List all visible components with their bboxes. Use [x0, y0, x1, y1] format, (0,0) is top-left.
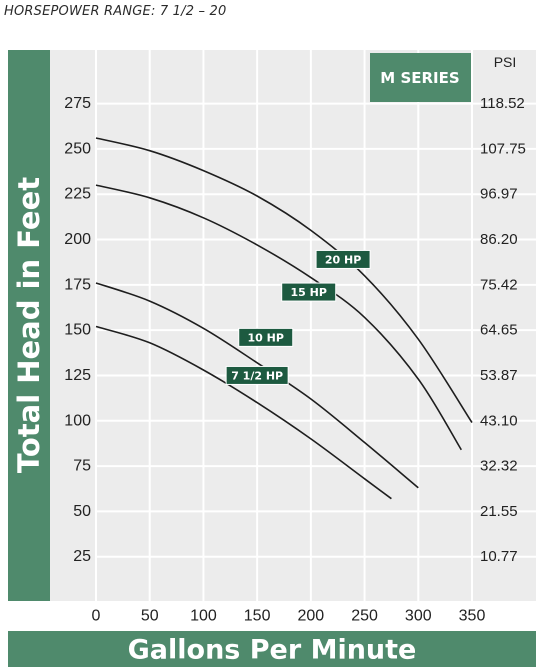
series-label: 10 HP [248, 331, 284, 344]
psi-axis-label: PSI [494, 54, 517, 70]
series-label-box [281, 282, 337, 302]
y-tick-label: 175 [64, 276, 91, 293]
y-tick-label: 200 [64, 231, 91, 248]
x-tick-label: 200 [298, 608, 325, 625]
plot-area [50, 50, 536, 601]
series-badge [370, 53, 471, 102]
series-label: 7 1/2 HP [231, 369, 283, 382]
series-label-box [225, 365, 289, 385]
horsepower-range-title: HORSEPOWER RANGE: 7 1/2 – 20 [4, 4, 227, 19]
series-label-box [315, 249, 371, 269]
y-tick-label: 25 [73, 548, 91, 565]
series-label: 20 HP [325, 253, 361, 266]
x-axis-title: Gallons Per Minute [128, 635, 417, 666]
psi-tick-label: 96.97 [480, 186, 518, 203]
psi-tick-label: 32.32 [480, 458, 518, 475]
y-tick-label: 225 [64, 186, 91, 203]
psi-tick-label: 75.42 [480, 276, 518, 293]
y-tick-label: 75 [73, 458, 91, 475]
psi-tick-label: 21.55 [480, 503, 518, 520]
psi-tick-label: 86.20 [480, 231, 518, 248]
series-label: 15 HP [291, 286, 327, 299]
y-tick-label: 150 [64, 322, 91, 339]
x-tick-strip [50, 601, 536, 631]
psi-tick-label: 10.77 [480, 548, 518, 565]
series-badge-label: M SERIES [380, 69, 459, 87]
y-tick-label: 125 [64, 367, 91, 384]
series-line [95, 184, 462, 451]
series-line [95, 137, 473, 424]
series-label-box [238, 327, 294, 347]
psi-tick-label: 43.10 [480, 412, 518, 429]
y-axis-title: Total Head in Feet [12, 177, 46, 473]
x-tick-label: 50 [141, 608, 159, 625]
x-tick-label: 350 [459, 608, 486, 625]
y-axis-title-bar [8, 50, 50, 601]
y-tick-label: 100 [64, 412, 91, 429]
x-axis-title-bar [8, 631, 536, 667]
psi-tick-label: 107.75 [480, 140, 526, 157]
y-tick-label: 275 [64, 95, 91, 112]
x-tick-label: 250 [351, 608, 378, 625]
x-tick-label: 150 [244, 608, 271, 625]
series-line [95, 325, 392, 500]
series-line [95, 282, 419, 489]
x-tick-label: 300 [405, 608, 432, 625]
x-tick-label: 0 [92, 608, 101, 625]
y-tick-label: 250 [64, 140, 91, 157]
psi-tick-label: 118.52 [480, 95, 525, 112]
y-tick-label: 50 [73, 503, 91, 520]
psi-tick-label: 53.87 [480, 367, 518, 384]
x-tick-label: 100 [190, 608, 217, 625]
psi-tick-label: 64.65 [480, 322, 518, 339]
